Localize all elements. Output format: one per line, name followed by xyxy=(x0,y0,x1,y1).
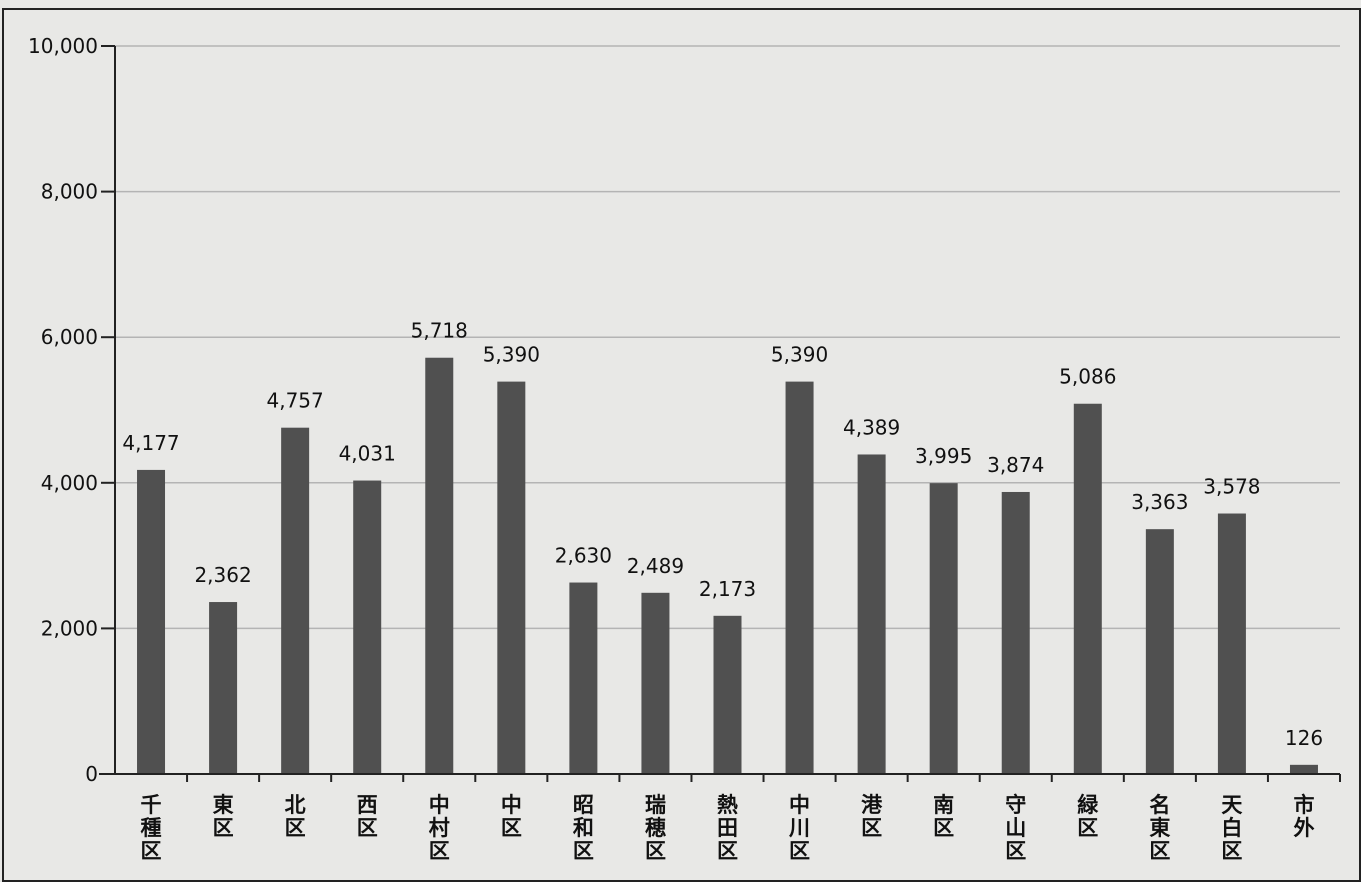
x-tick-label: 市外 xyxy=(1293,793,1314,840)
data-label: 5,390 xyxy=(771,343,828,367)
data-label: 5,086 xyxy=(1059,365,1116,389)
x-tick-label: 天白区 xyxy=(1221,793,1243,863)
bar xyxy=(497,381,526,774)
data-label: 4,031 xyxy=(339,442,396,466)
y-tick-label: 10,000 xyxy=(28,34,98,58)
data-label: 4,757 xyxy=(267,389,324,413)
bar xyxy=(209,602,238,774)
x-tick-label: 中区 xyxy=(501,793,522,840)
bar xyxy=(1289,764,1318,774)
bar xyxy=(353,480,382,774)
data-label: 4,177 xyxy=(122,431,179,455)
data-label: 3,995 xyxy=(915,444,972,468)
bar xyxy=(1217,513,1246,774)
x-tick-label: 港区 xyxy=(861,793,883,840)
bar xyxy=(1073,403,1102,774)
bar xyxy=(569,582,598,774)
bar xyxy=(785,381,814,774)
x-tick-label: 千種区 xyxy=(141,793,162,863)
y-tick-label: 6,000 xyxy=(41,325,98,349)
y-axis-ticks: 0 2,000 4,000 6,000 8,000 10,000 xyxy=(28,34,115,786)
data-label: 5,390 xyxy=(483,343,540,367)
bar xyxy=(713,615,742,774)
data-label: 3,578 xyxy=(1203,475,1260,499)
x-axis-ticks: 千種区 東区 北区 西区 中村区 中区 昭和区 瑞穂区 熱田区 中川区 港区 南区 守山区 緑区 名東区 天白… xyxy=(141,774,1341,863)
bar xyxy=(1145,529,1174,774)
x-tick-label: 昭和区 xyxy=(573,793,594,863)
bar xyxy=(929,483,958,774)
data-label: 2,173 xyxy=(699,577,756,601)
x-tick-label: 西区 xyxy=(357,793,378,840)
x-tick-label: 中村区 xyxy=(429,793,450,863)
y-tick-label: 0 xyxy=(85,762,98,786)
y-tick-label: 2,000 xyxy=(41,616,98,640)
x-tick-label: 瑞穂区 xyxy=(645,793,666,863)
data-labels: 4,177 2,362 4,757 4,031 5,718 5,390 2,630 2,489… xyxy=(122,319,1323,750)
gridlines xyxy=(115,45,1340,630)
x-tick-label: 東区 xyxy=(213,793,234,840)
data-label: 2,362 xyxy=(194,563,251,587)
data-label: 126 xyxy=(1285,726,1323,750)
bars xyxy=(137,357,1318,774)
x-tick-label: 緑区 xyxy=(1077,793,1099,840)
data-label: 3,363 xyxy=(1131,490,1188,514)
bar xyxy=(641,592,670,774)
data-label: 5,718 xyxy=(411,319,468,343)
chart-border xyxy=(2,8,1361,882)
x-tick-label: 熱田区 xyxy=(717,793,738,863)
bar xyxy=(857,454,886,774)
x-tick-label: 名東区 xyxy=(1149,793,1170,863)
data-label: 2,489 xyxy=(627,554,684,578)
data-label: 2,630 xyxy=(555,544,612,568)
y-tick-label: 4,000 xyxy=(41,471,98,495)
bar xyxy=(1001,491,1030,774)
data-label: 4,389 xyxy=(843,415,900,439)
x-tick-label: 南区 xyxy=(933,793,954,840)
bar xyxy=(425,357,454,774)
bar xyxy=(137,469,166,774)
x-tick-label: 北区 xyxy=(285,793,306,840)
bar xyxy=(281,427,310,774)
x-tick-label: 守山区 xyxy=(1005,793,1026,863)
y-tick-label: 8,000 xyxy=(41,180,98,204)
data-label: 3,874 xyxy=(987,453,1044,477)
x-tick-label: 中川区 xyxy=(788,793,810,863)
